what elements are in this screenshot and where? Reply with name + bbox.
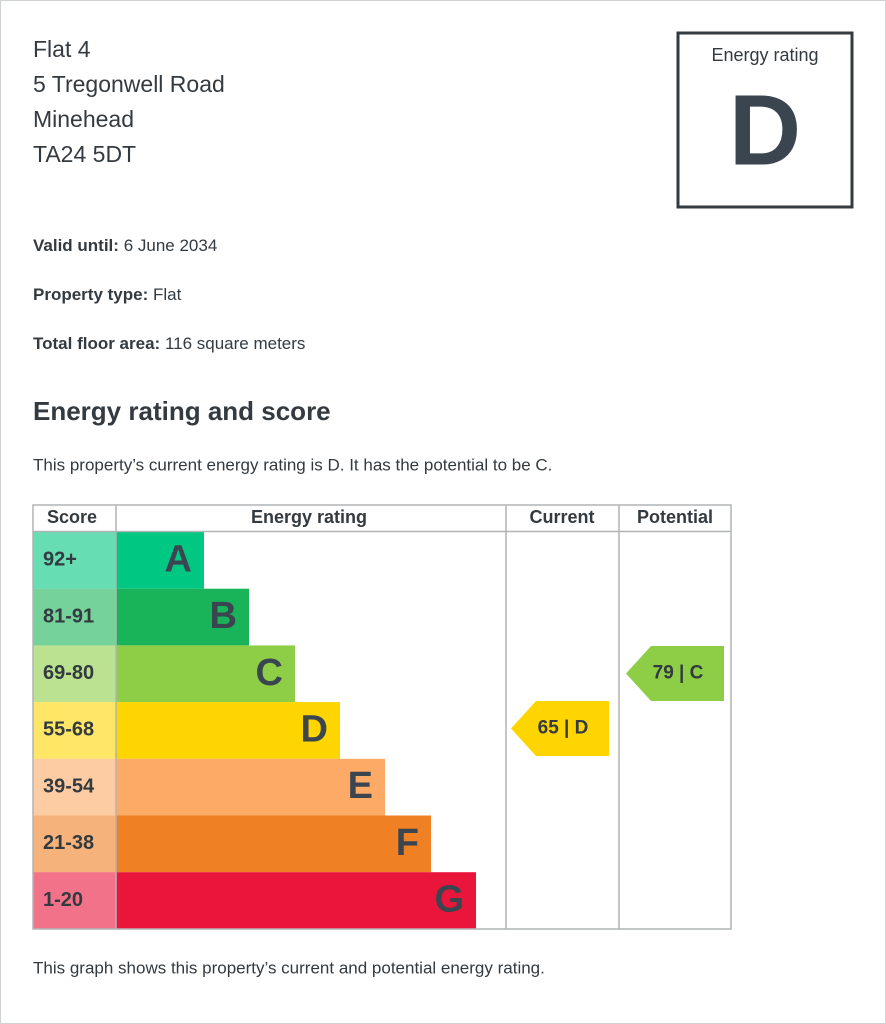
band-bar — [116, 588, 249, 646]
score-cell — [33, 815, 116, 873]
band-bar — [116, 645, 295, 703]
band-letter: A — [165, 538, 192, 580]
band-score: 92+ — [43, 549, 77, 571]
band-bar — [116, 702, 340, 759]
summary: This property’s current energy rating is… — [33, 455, 552, 474]
detail-value: 6 June 2034 — [124, 236, 218, 255]
detail: Property type: Flat — [33, 285, 182, 304]
detail-value: 116 square meters — [165, 334, 305, 353]
band-score: 21-38 — [43, 832, 94, 854]
score-cell — [33, 758, 116, 816]
table-border — [32, 504, 732, 930]
address-line: Flat 4 — [33, 36, 91, 62]
address-line: 5 Tregonwell Road — [33, 71, 225, 97]
detail-label: Valid until: — [33, 236, 119, 255]
band-bar — [116, 758, 385, 816]
band-bar — [116, 532, 204, 589]
band-letter: C — [256, 652, 283, 694]
current-label: 65 | D — [538, 718, 589, 739]
footnote: This graph shows this property’s current… — [33, 958, 545, 977]
band-letter: B — [210, 595, 237, 637]
detail-label: Property type: — [33, 285, 148, 304]
detail: Valid until: 6 June 2034 — [33, 236, 217, 255]
score-cell — [33, 588, 116, 646]
band-bar — [116, 815, 431, 873]
detail: Total floor area: 116 square meters — [33, 334, 305, 353]
band-score: 81-91 — [43, 605, 94, 627]
detail-label: Total floor area: — [33, 334, 160, 353]
column-header: Potential — [637, 507, 713, 527]
band-score: 55-68 — [43, 719, 94, 741]
column-header: Energy rating — [251, 507, 367, 527]
score-cell — [33, 702, 116, 759]
current-arrow — [511, 701, 609, 756]
rating-box-letter: D — [729, 74, 801, 186]
score-cell — [33, 872, 116, 929]
rating-box — [676, 31, 854, 209]
column-header: Current — [529, 507, 594, 527]
band-letter: F — [396, 822, 419, 864]
band-bar — [116, 872, 476, 929]
band-letter: D — [301, 708, 328, 750]
band-score: 69-80 — [43, 662, 94, 684]
rating-table: Score Energy rating Current Potential 92… — [33, 507, 713, 929]
band-letter: G — [434, 879, 464, 921]
score-cell — [33, 645, 116, 703]
address-line: Minehead — [33, 106, 134, 132]
column-header: Score — [47, 507, 97, 527]
potential-label: 79 | C — [653, 663, 704, 684]
section-title: Energy rating and score — [33, 396, 331, 426]
score-cell — [33, 532, 116, 589]
band-score: 1-20 — [43, 889, 83, 911]
detail-value: Flat — [153, 285, 182, 304]
rating-box-label: Energy rating — [711, 45, 818, 65]
address-line: TA24 5DT — [33, 141, 136, 167]
address: Flat 4 5 Tregonwell Road Minehead TA24 5… — [33, 36, 225, 167]
band-score: 39-54 — [43, 775, 95, 797]
table-grid — [32, 504, 732, 930]
band-letter: E — [348, 765, 373, 807]
potential-arrow — [626, 646, 724, 701]
